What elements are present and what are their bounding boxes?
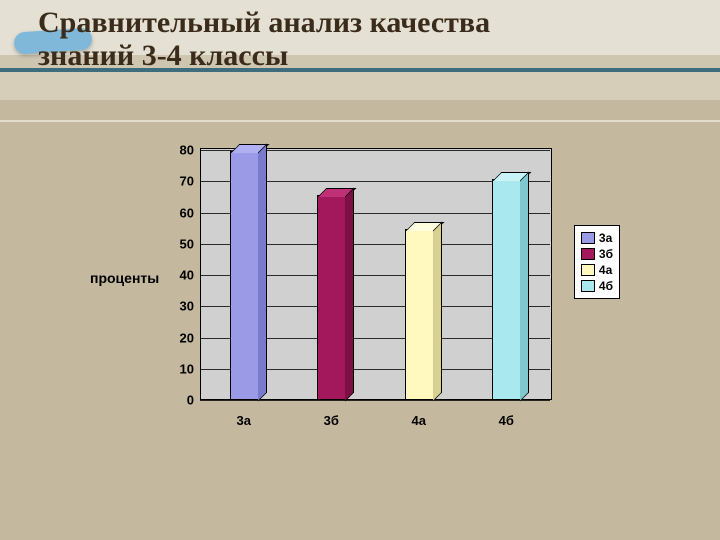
legend-item: 4а [581, 262, 613, 278]
y-tick: 50 [154, 236, 194, 251]
plot-area: 010203040506070803а3б4а4б3а3б4а4б [200, 150, 550, 400]
y-tick: 0 [154, 393, 194, 408]
slide-title: Сравнительный анализ качества знаний 3-4… [38, 6, 708, 72]
legend-swatch [581, 232, 595, 244]
divider [0, 120, 720, 122]
x-tick: 4б [499, 413, 514, 428]
y-axis-label: проценты [90, 270, 159, 286]
legend: 3а 3б 4а 4б [574, 225, 620, 299]
y-tick: 40 [154, 268, 194, 283]
title-line1: Сравнительный анализ качества [38, 6, 490, 39]
x-tick: 3б [324, 413, 339, 428]
bar-3а [230, 151, 260, 400]
bar-4а [405, 229, 435, 400]
y-tick: 60 [154, 205, 194, 220]
x-tick: 4а [412, 413, 426, 428]
title-line2: знаний 3-4 классы [38, 39, 288, 72]
bar-chart: проценты 010203040506070803а3б4а4б3а3б4а… [90, 150, 630, 450]
legend-label: 4б [599, 279, 613, 293]
legend-label: 3б [599, 247, 613, 261]
legend-swatch [581, 264, 595, 276]
y-tick: 80 [154, 143, 194, 158]
y-tick: 30 [154, 299, 194, 314]
grid-line [200, 400, 550, 401]
y-tick: 20 [154, 330, 194, 345]
y-tick: 70 [154, 174, 194, 189]
bar-4б [492, 179, 522, 400]
x-tick: 3а [237, 413, 251, 428]
legend-item: 3а [581, 230, 613, 246]
legend-item: 3б [581, 246, 613, 262]
y-tick: 10 [154, 361, 194, 376]
slide: Сравнительный анализ качества знаний 3-4… [0, 0, 720, 540]
legend-swatch [581, 280, 595, 292]
legend-item: 4б [581, 278, 613, 294]
legend-label: 4а [599, 263, 612, 277]
bar-3б [317, 195, 347, 400]
legend-swatch [581, 248, 595, 260]
legend-label: 3а [599, 231, 612, 245]
